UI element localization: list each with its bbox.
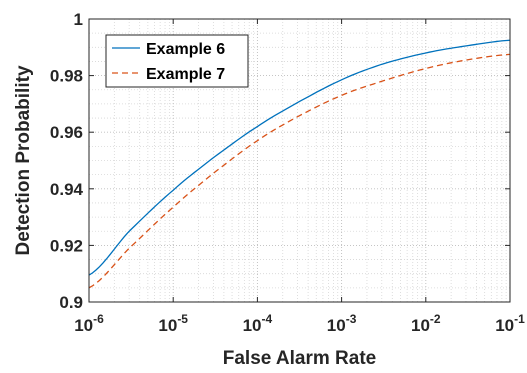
- grid: [88, 18, 511, 303]
- x-tick-labels: 10-6 10-5 10-4 10-3 10-2 10-1: [74, 312, 525, 335]
- y-tick-label: 0.96: [50, 123, 83, 142]
- y-tick-label: 0.9: [59, 293, 83, 312]
- series-line-example-7: [88, 53, 511, 289]
- series-line-example-6: [88, 39, 511, 276]
- legend: Example 6 Example 7: [105, 34, 249, 88]
- x-tick-label: 10-2: [411, 312, 441, 335]
- y-tick-label: 1: [74, 10, 83, 29]
- y-tick-label: 0.92: [50, 236, 83, 255]
- y-tick-label: 0.94: [50, 180, 84, 199]
- x-axis-label: False Alarm Rate: [223, 348, 376, 369]
- series-lines: [88, 39, 511, 289]
- y-tick-labels: 0.9 0.92 0.94 0.96 0.98 1: [50, 10, 84, 312]
- x-tick-label: 10-1: [495, 312, 525, 335]
- y-axis-label: Detection Probability: [13, 65, 34, 255]
- plot-area-border: [88, 18, 511, 303]
- x-tick-label: 10-6: [74, 312, 104, 335]
- legend-box: [105, 34, 249, 88]
- x-tick-label: 10-5: [158, 312, 188, 335]
- x-tick-label: 10-3: [327, 312, 357, 335]
- y-tick-label: 0.98: [50, 67, 83, 86]
- tick-marks: [88, 18, 511, 303]
- legend-label-example-6: Example 6: [146, 41, 225, 58]
- legend-label-example-7: Example 7: [146, 66, 225, 83]
- x-tick-label: 10-4: [243, 312, 273, 335]
